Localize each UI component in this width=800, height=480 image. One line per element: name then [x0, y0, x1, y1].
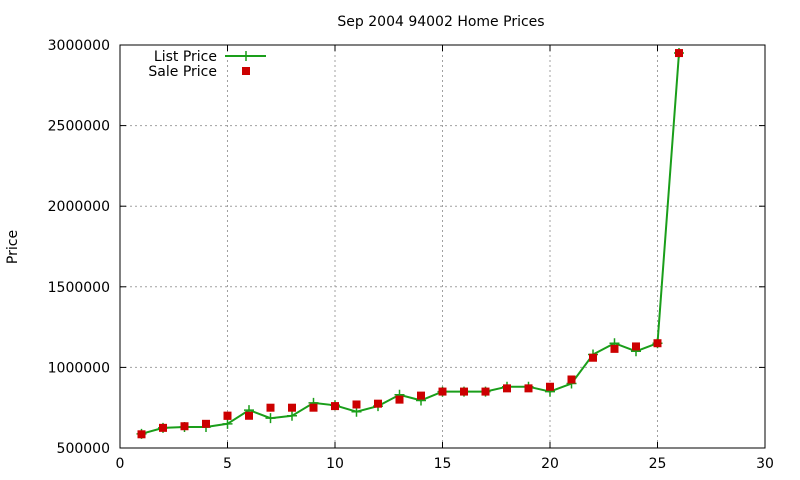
sale-price-point — [202, 419, 210, 428]
x-tick-label: 25 — [649, 456, 667, 472]
x-tick-label: 0 — [116, 456, 125, 472]
sale-price-point — [309, 403, 318, 412]
sale-price-point — [352, 400, 361, 409]
sale-price-point — [245, 411, 253, 420]
list-price-point — [287, 410, 297, 421]
x-tick-label: 20 — [541, 456, 559, 472]
sale-price-point — [417, 391, 425, 400]
y-tick-label: 2000000 — [48, 199, 110, 215]
sale-price-point — [331, 402, 339, 411]
plot-frame — [119, 44, 766, 449]
series-layer — [136, 48, 684, 439]
x-tick-label: 10 — [326, 456, 344, 472]
y-tick-label: 2500000 — [48, 119, 110, 135]
sale-price-point — [546, 382, 554, 391]
sale-price-point — [653, 339, 662, 348]
list-price-point — [265, 413, 276, 424]
sale-price-point — [610, 344, 619, 353]
list-price-line — [141, 53, 680, 435]
sale-price-point — [223, 411, 232, 420]
legend-label-list-price: List Price — [154, 49, 217, 65]
sale-price-point — [395, 395, 404, 404]
x-tick-label: 30 — [756, 456, 774, 472]
x-tick-label: 5 — [223, 456, 232, 472]
sale-price-point — [632, 342, 640, 351]
sale-price-point — [266, 403, 275, 412]
sale-price-point — [503, 384, 511, 393]
sale-price-point — [524, 384, 533, 393]
list-price-point — [222, 418, 233, 429]
legend-label-sale-price: Sale Price — [148, 64, 217, 80]
sale-price-point — [589, 353, 597, 362]
y-tick-label: 500000 — [57, 441, 110, 457]
sale-price-point — [567, 375, 576, 384]
legend-marker-list-price — [241, 51, 251, 61]
y-tick-label: 1500000 — [48, 280, 110, 296]
chart-title: Sep 2004 94002 Home Prices — [337, 14, 544, 30]
sale-price-point — [288, 403, 296, 412]
sale-price-point — [180, 422, 189, 431]
sale-price-point — [438, 387, 447, 396]
grid — [120, 45, 765, 448]
sale-price-point — [137, 430, 146, 439]
x-tick-label: 15 — [434, 456, 452, 472]
sale-price-point — [159, 423, 167, 432]
y-tick-label: 1000000 — [48, 360, 110, 376]
sale-price-point — [481, 387, 490, 396]
legend-marker-sale-price — [242, 67, 250, 75]
y-tick-label: 3000000 — [48, 38, 110, 54]
sale-price-point — [460, 387, 468, 396]
y-axis-label: Price — [5, 230, 21, 264]
sale-price-point — [675, 49, 683, 58]
sale-price-point — [374, 399, 382, 408]
